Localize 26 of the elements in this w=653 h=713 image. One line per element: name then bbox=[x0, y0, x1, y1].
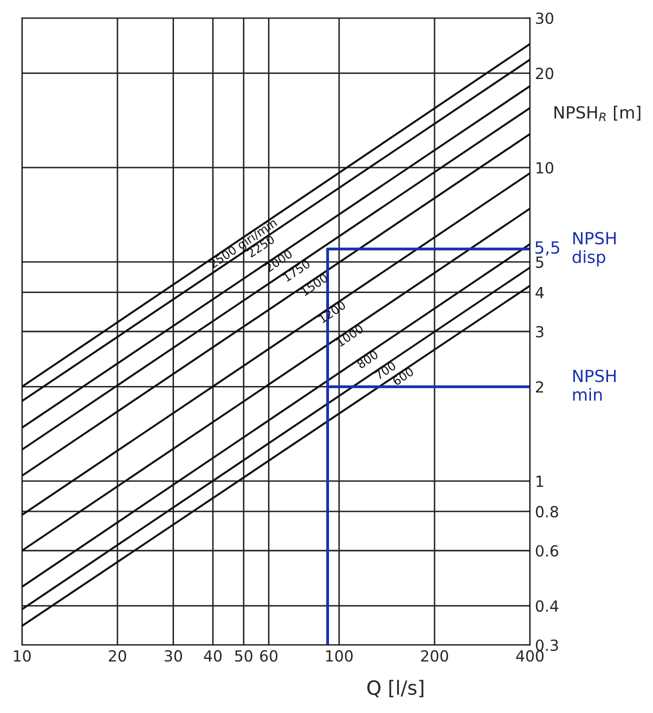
x-tick-label: 30 bbox=[164, 650, 182, 662]
x-tick-label: 100 bbox=[326, 650, 353, 662]
y-tick-label: 4 bbox=[536, 287, 544, 298]
y-axis-title: NPSH$_{R}$ [m] bbox=[554, 106, 640, 122]
text: NPSH min bbox=[573, 370, 616, 401]
y-tick-label: 20 bbox=[536, 68, 554, 80]
y-tick-label: 0.6 bbox=[536, 545, 558, 557]
x-tick-label: 40 bbox=[204, 650, 222, 662]
y-tick-label: 1 bbox=[536, 476, 544, 487]
y-tick-label: 3 bbox=[536, 326, 544, 338]
text: NPSH disp bbox=[572, 232, 616, 266]
annotation: 5,5 bbox=[535, 241, 560, 256]
x-tick-label: 20 bbox=[108, 650, 126, 662]
x-tick-label: 60 bbox=[260, 650, 278, 662]
x-tick-label: 400 bbox=[516, 650, 544, 662]
x-tick-label: 10 bbox=[14, 650, 31, 662]
y-tick-label: 10 bbox=[536, 162, 554, 174]
y-tick-label: 5 bbox=[536, 256, 544, 268]
y-tick-label: 0.8 bbox=[536, 506, 558, 518]
x-tick-label: 200 bbox=[421, 650, 448, 662]
x-axis-title: Q [l/s] bbox=[367, 680, 424, 698]
x-tick-label: 50 bbox=[235, 650, 252, 662]
y-tick-label: 2 bbox=[536, 381, 544, 393]
y-tick-label: 0.3 bbox=[536, 639, 558, 652]
y-tick-label: 30 bbox=[536, 12, 554, 24]
y-tick-label: 0.4 bbox=[536, 600, 558, 612]
